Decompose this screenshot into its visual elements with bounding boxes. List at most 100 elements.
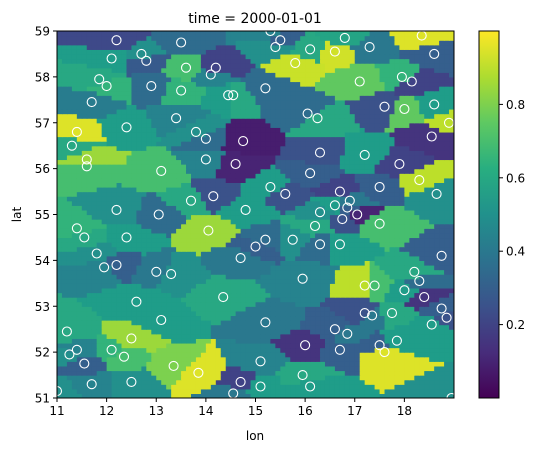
heatmap-cell	[250, 127, 257, 133]
heatmap-cell	[161, 127, 167, 133]
heatmap-cell	[409, 384, 415, 390]
heatmap-cell	[220, 278, 227, 284]
heatmap-cell	[101, 287, 108, 294]
heatmap-cell	[166, 214, 172, 220]
heatmap-cell	[339, 150, 346, 156]
heatmap-cell	[275, 164, 281, 170]
heatmap-cell	[146, 310, 152, 317]
heatmap-cell	[404, 182, 410, 188]
heatmap-cell	[126, 365, 133, 372]
heatmap-cell	[176, 297, 182, 303]
heatmap-cell	[369, 365, 376, 372]
heatmap-cell	[210, 168, 217, 174]
heatmap-cell	[449, 264, 454, 271]
heatmap-cell	[225, 361, 232, 367]
heatmap-cell	[354, 164, 361, 170]
heatmap-cell	[310, 264, 316, 271]
heatmap-cell	[195, 297, 202, 303]
heatmap-cell	[379, 333, 386, 339]
heatmap-cell	[121, 315, 128, 321]
heatmap-cell	[344, 264, 351, 271]
heatmap-cell	[394, 237, 401, 243]
heatmap-cell	[86, 191, 93, 197]
heatmap-cell	[250, 136, 257, 142]
heatmap-cell	[66, 145, 73, 151]
heatmap-cell	[260, 219, 267, 225]
heatmap-cell	[61, 145, 68, 151]
heatmap-cell	[186, 237, 192, 243]
heatmap-cell	[434, 297, 440, 303]
heatmap-cell	[195, 159, 202, 165]
heatmap-cell	[295, 237, 301, 243]
heatmap-cell	[414, 154, 420, 161]
heatmap-cell	[96, 320, 103, 326]
heatmap-cell	[205, 251, 212, 257]
heatmap-cell	[210, 283, 217, 289]
heatmap-cell	[190, 301, 197, 307]
heatmap-cell	[161, 384, 167, 390]
heatmap-cell	[384, 122, 391, 128]
heatmap-cell	[369, 333, 376, 339]
heatmap-cell	[265, 200, 271, 206]
heatmap-cell	[379, 315, 386, 321]
heatmap-cell	[290, 310, 296, 317]
heatmap-cell	[200, 301, 207, 307]
heatmap-cell	[151, 287, 157, 294]
heatmap-cell	[310, 361, 316, 367]
heatmap-cell	[215, 324, 222, 330]
heatmap-cell	[151, 301, 157, 307]
heatmap-cell	[136, 196, 142, 202]
heatmap-cell	[215, 274, 222, 280]
heatmap-cell	[205, 315, 212, 321]
heatmap-cell	[91, 173, 98, 179]
heatmap-cell	[126, 310, 133, 317]
heatmap-cell	[106, 127, 113, 133]
heatmap-cell	[126, 274, 133, 280]
heatmap-cell	[200, 200, 207, 206]
heatmap-cell	[136, 310, 142, 317]
heatmap-cell	[76, 356, 83, 362]
heatmap-cell	[384, 365, 391, 372]
heatmap-cell	[121, 136, 128, 142]
heatmap-cell	[195, 173, 202, 179]
heatmap-cell	[384, 333, 391, 339]
heatmap-cell	[339, 246, 346, 252]
heatmap-cell	[186, 338, 192, 344]
heatmap-cell	[205, 283, 212, 289]
heatmap-cell	[66, 283, 73, 289]
heatmap-cell	[121, 264, 128, 271]
heatmap-cell	[230, 186, 237, 193]
heatmap-cell	[250, 352, 257, 358]
heatmap-cell	[181, 324, 187, 330]
heatmap-cell	[320, 287, 326, 294]
heatmap-cell	[285, 196, 291, 202]
heatmap-cell	[190, 145, 197, 151]
heatmap-cell	[419, 177, 425, 183]
heatmap-cell	[255, 237, 262, 243]
heatmap-cell	[181, 136, 187, 142]
heatmap-cell	[439, 370, 445, 376]
heatmap-cell	[190, 347, 197, 353]
heatmap-cell	[359, 205, 366, 211]
heatmap-cell	[359, 255, 366, 261]
heatmap-cell	[66, 164, 73, 170]
heatmap-cell	[235, 205, 242, 211]
heatmap-cell	[320, 292, 326, 298]
heatmap-cell	[57, 209, 63, 216]
heatmap-cell	[290, 306, 296, 312]
heatmap-cell	[334, 205, 341, 211]
heatmap-cell	[215, 209, 222, 216]
heatmap-cell	[225, 297, 232, 303]
heatmap-cell	[71, 246, 78, 252]
heatmap-cell	[156, 237, 162, 243]
heatmap-cell	[240, 338, 247, 344]
heatmap-cell	[250, 228, 257, 234]
heatmap-cell	[57, 338, 63, 344]
heatmap-cell	[111, 251, 118, 257]
heatmap-cell	[364, 118, 371, 124]
heatmap-cell	[186, 320, 192, 326]
heatmap-cell	[166, 269, 172, 275]
heatmap-cell	[81, 118, 88, 124]
heatmap-cell	[344, 136, 351, 142]
heatmap-cell	[384, 242, 391, 248]
